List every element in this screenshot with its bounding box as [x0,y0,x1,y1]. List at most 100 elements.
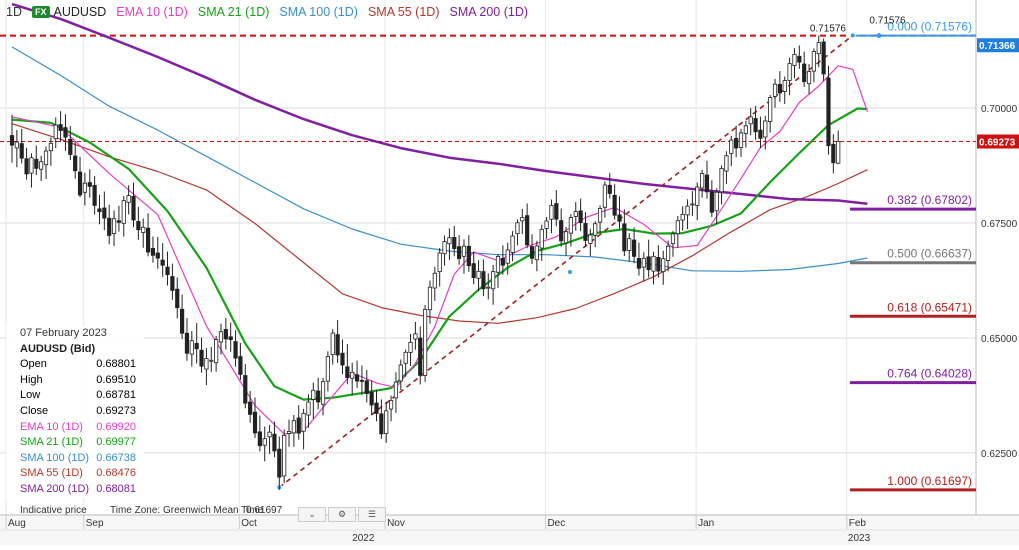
candle [121,195,126,237]
info-label: SMA 200 (1D) [20,482,90,495]
candle [403,349,408,377]
high-annotation: 0.71576 [869,16,906,27]
ema10-legend[interactable]: EMA 10 (1D) [116,5,188,19]
candle [811,48,817,83]
candle [738,128,744,157]
candle [194,322,199,364]
candle [34,145,39,176]
candle-body [189,340,194,355]
sma55-legend[interactable]: SMA 55 (1D) [367,5,440,19]
info-value: 0.68781 [96,389,136,402]
candle-body [175,288,180,309]
candle [583,212,588,247]
candle [680,206,685,231]
sma100-legend[interactable]: SMA 100 (1D) [279,5,358,19]
candle-body [374,402,379,414]
candle [116,205,122,232]
candle [282,429,287,484]
candle-body [520,217,525,222]
candle-body [753,118,758,133]
candle-body [369,391,374,406]
candle [539,224,544,261]
candle [461,239,467,274]
candle-body [554,203,559,220]
candle-body [714,191,719,212]
info-symbol: AUDUSD (Bid) [20,342,96,355]
candle-body [150,247,156,256]
candle-body [646,256,651,271]
collapse-chevron-icon[interactable]: ⌄ [298,507,326,522]
candle-body [491,271,496,290]
candle-body [354,374,360,382]
candle [797,45,802,69]
candle [836,130,841,165]
candle [505,242,510,275]
candle [277,436,282,490]
candle [316,377,321,410]
candle [184,318,190,361]
candle-body [748,116,753,125]
candle-body [627,238,632,251]
candle [772,78,778,108]
candle [787,57,792,96]
symbol-label[interactable]: AUDUSD [53,5,107,19]
candle-body [768,97,773,122]
candle-body [97,208,102,213]
candle-body [563,231,569,244]
candle [398,359,403,391]
info-value: 0.69273 [96,404,136,417]
candle [14,129,19,168]
candle [753,105,758,140]
candle-body [476,270,481,279]
candle-body [544,220,549,229]
candle-body [223,329,228,340]
candle-body [393,381,399,399]
candle [777,71,782,102]
candle-body [486,286,491,289]
fib-level-label: 0.764 (0.64028) [887,367,972,381]
candle [515,219,520,246]
fib-level-label: 1.000 (0.61697) [887,474,972,488]
candle-body [73,155,78,172]
menu-icon[interactable]: ☰ [358,507,386,522]
candle-body [777,84,782,94]
candle-body [700,173,705,189]
candle-body [695,186,700,206]
candle [369,380,374,415]
x-tick-label: Sep [86,518,104,529]
candle-body [515,222,520,234]
candle-body [160,259,165,266]
candle-body [209,359,214,362]
candle-body [666,245,671,261]
candle [233,330,238,367]
candle-body [9,135,15,146]
candle-body [111,218,117,234]
candle-body [233,341,238,359]
candle [413,321,418,350]
candle-body [126,195,131,203]
candle-body [495,256,501,273]
sma21-legend[interactable]: SMA 21 (1D) [197,5,270,19]
candle-body [452,237,457,250]
candle [257,415,262,452]
candle [500,245,505,275]
sma200-legend[interactable]: SMA 200 (1D) [449,5,529,19]
candle-body [39,161,44,170]
candle-body [165,266,170,276]
candle [685,199,690,230]
candle [136,206,141,240]
candle-body [675,220,680,235]
fib-level-label: 0.382 (0.67802) [887,193,972,207]
info-label: High [20,373,43,386]
candle [330,329,335,365]
candle [695,182,700,221]
candle-body [461,245,467,257]
candle [510,231,515,262]
settings-gear-icon[interactable]: ⚙ [328,507,356,522]
timeframe-label[interactable]: 1D [6,5,22,19]
candle [53,117,58,149]
candle-body [77,171,83,196]
candle [442,235,447,266]
